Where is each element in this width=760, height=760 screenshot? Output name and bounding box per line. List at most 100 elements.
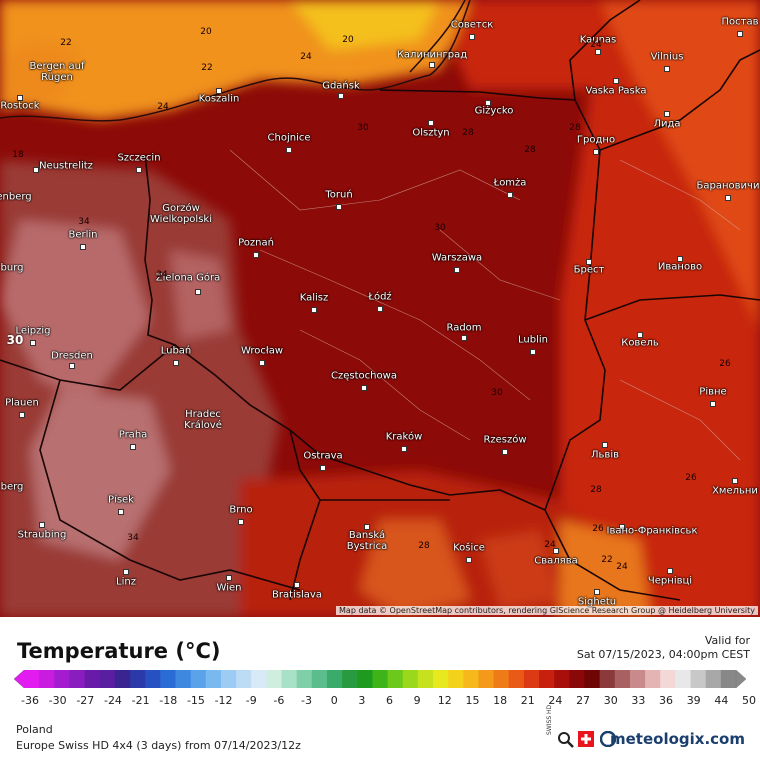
city-label: Szczecin [117, 152, 161, 164]
colorbar-tick-label: -27 [76, 694, 94, 707]
colorbar-step [508, 670, 525, 688]
city-label: enberg [0, 191, 32, 203]
city-label: Івано-Франківськ [606, 525, 698, 537]
swiss-hd-badge: SWISS HD [546, 704, 553, 735]
colorbar-step [54, 670, 70, 688]
city-label: Praha [118, 429, 148, 441]
colorbar-step [24, 670, 40, 688]
city-label: Toruń [325, 189, 353, 201]
contour-label: 22 [201, 63, 213, 73]
city-label: Чернівці [647, 575, 693, 587]
borders [0, 0, 760, 601]
city-label: Иваново [657, 261, 703, 273]
city-marker [69, 363, 75, 369]
city-marker [364, 524, 370, 530]
city-label: Dresden [51, 350, 93, 362]
legend-panel: -36 -30 -27 -24 -21 -18 -15 -12 -9 -6 -3 0 3 6 9 12 15 18… [0, 617, 760, 760]
city-marker [586, 259, 592, 265]
city-marker [118, 509, 124, 515]
city-label: Ковель [621, 337, 659, 349]
contour-label: 26 [685, 473, 697, 483]
city-marker [677, 256, 683, 262]
colorbar-step [433, 670, 449, 688]
colorbar-step [675, 670, 692, 688]
city-marker [485, 100, 491, 106]
colorbar-step [599, 670, 616, 688]
colorbar-step [311, 670, 328, 688]
colorbar-step [190, 670, 207, 688]
city-label: Lubań [160, 345, 192, 357]
city-label: Vilnius [650, 51, 684, 63]
city-marker [553, 548, 559, 554]
city-marker [429, 62, 435, 68]
contour-label: 30 [6, 333, 24, 347]
city-label: Berlin [68, 229, 98, 241]
city-marker [664, 66, 670, 72]
contour-label: 22 [60, 38, 72, 48]
city-marker [19, 412, 25, 418]
city-marker [594, 589, 600, 595]
city-label: Częstochowa [331, 370, 397, 382]
city-marker [226, 575, 232, 581]
city-marker [595, 49, 601, 55]
city-label: Gorzów Wielkopolski [150, 203, 212, 225]
city-label: Radom [446, 322, 482, 334]
city-label: Львів [591, 449, 619, 461]
colorbar-step [645, 670, 661, 688]
city-marker [737, 31, 743, 37]
contour-label: 18 [12, 150, 24, 160]
city-label: Písek [108, 494, 134, 506]
city-marker [502, 449, 508, 455]
colorbar-tick-label: 30 [604, 694, 618, 707]
colorbar-step [266, 670, 283, 688]
city-label: Wien [216, 582, 242, 594]
colorbar-step [569, 670, 586, 688]
colorbar-step [160, 670, 176, 688]
colorbar-step [251, 670, 267, 688]
colorbar-tick-label: 50 [742, 694, 756, 707]
temperature-field [0, 0, 760, 617]
colorbar-tick-label: 3 [358, 694, 365, 707]
colorbar-step [614, 670, 631, 688]
colorbar-step [281, 670, 298, 688]
attribution: Map data © OpenStreetMap contributors, r… [336, 606, 758, 615]
colorbar-step [205, 670, 222, 688]
city-marker [725, 195, 731, 201]
city-marker [286, 147, 292, 153]
contour-label: 30 [434, 223, 446, 233]
brand[interactable]: meteologix.com [610, 730, 745, 748]
colorbar-step [463, 670, 479, 688]
colorbar-step [660, 670, 676, 688]
city-label: Свалява [534, 555, 578, 567]
colorbar-tick-label: -36 [21, 694, 39, 707]
colorbar-step [84, 670, 101, 688]
city-marker [311, 307, 317, 313]
city-label: Leipzig [15, 325, 51, 337]
colorbar-tick-label: 6 [386, 694, 393, 707]
city-marker [454, 267, 460, 273]
city-label: Kalisz [299, 292, 329, 304]
city-marker [259, 360, 265, 366]
city-marker [39, 522, 45, 528]
city-label: Bergen auf Rügen [29, 61, 85, 83]
colorbar-step [417, 670, 434, 688]
contour-label: 34 [156, 270, 168, 280]
city-label: berg [0, 481, 24, 493]
admin-lines [229, 149, 741, 461]
city-marker [602, 442, 608, 448]
city-marker [173, 360, 179, 366]
city-label: Kraków [385, 431, 423, 443]
city-label: Plauen [5, 397, 39, 409]
city-label: Neustrelitz [39, 160, 93, 172]
city-marker [336, 204, 342, 210]
colorbar-tick-label: 39 [687, 694, 701, 707]
colorbar-step [69, 670, 86, 688]
colorbar-step [629, 670, 646, 688]
city-marker [507, 192, 513, 198]
colorbar-step [114, 670, 131, 688]
city-label: Chojnice [267, 132, 311, 144]
contour-label: 26 [592, 524, 604, 534]
colorbar-step [145, 670, 161, 688]
contour-label: 24 [590, 40, 602, 50]
colorbar-tick-label: 15 [465, 694, 479, 707]
